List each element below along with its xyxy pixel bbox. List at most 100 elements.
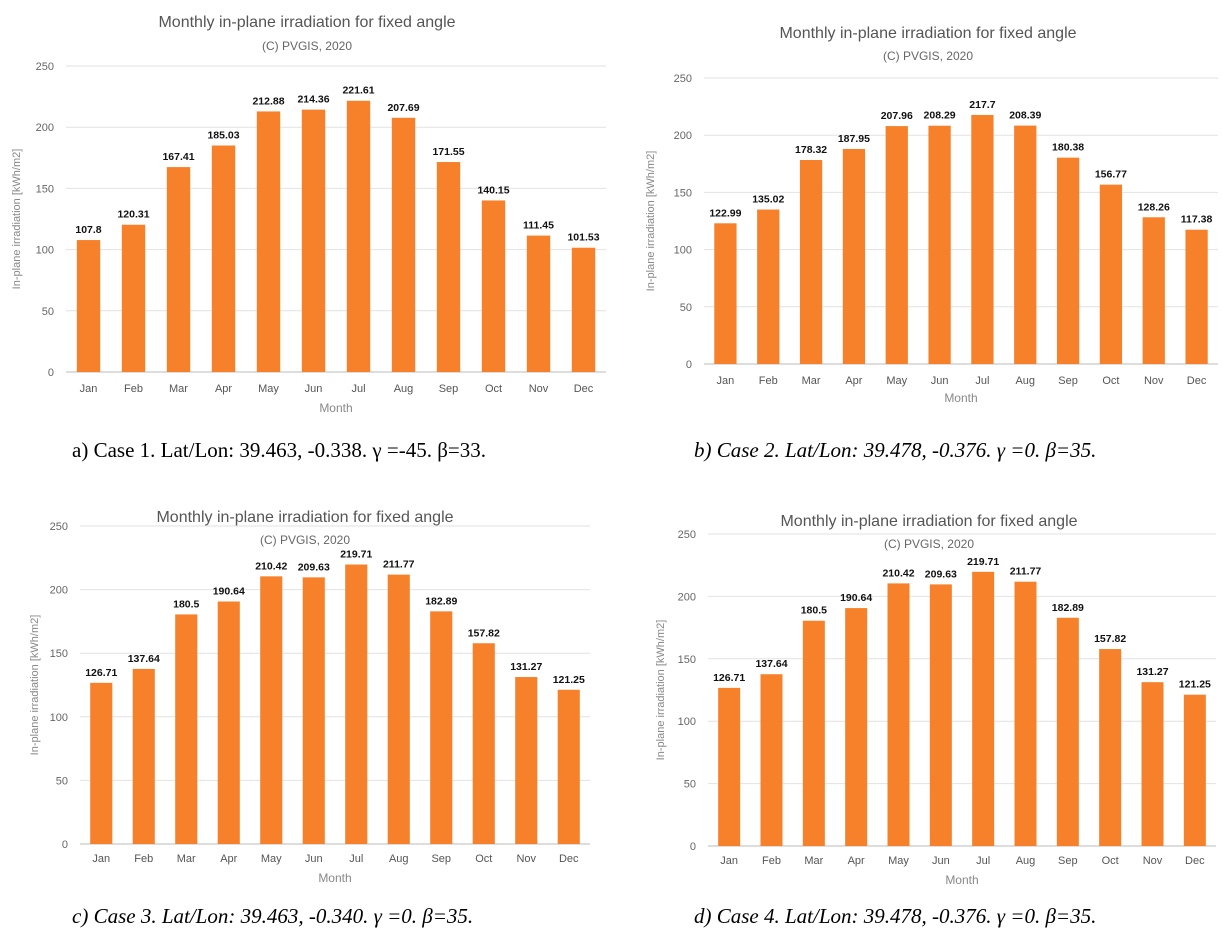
x-tick-label: May xyxy=(258,383,279,395)
x-tick-label: Jul xyxy=(975,375,989,387)
x-tick-label: Aug xyxy=(1015,375,1035,387)
y-tick-label: 200 xyxy=(36,122,54,134)
x-tick-label: Jul xyxy=(351,383,365,395)
x-tick-label: Aug xyxy=(389,853,409,865)
x-tick-label: Nov xyxy=(1143,855,1163,867)
caption-case-1: a) Case 1. Lat/Lon: 39.463, -0.338. γ =-… xyxy=(72,438,487,462)
y-tick-label: 0 xyxy=(686,359,692,371)
data-label: 212.88 xyxy=(252,95,284,107)
data-label: 211.77 xyxy=(383,559,415,571)
data-label: 137.64 xyxy=(755,658,787,670)
data-label: 185.03 xyxy=(207,130,239,142)
y-tick-label: 100 xyxy=(678,716,696,728)
bar-chart-case-4: Monthly in-plane irradiation for fixed a… xyxy=(655,513,1216,887)
data-label: 167.41 xyxy=(162,151,194,163)
x-tick-label: Aug xyxy=(394,383,414,395)
data-label: 182.89 xyxy=(1052,602,1084,614)
x-tick-label: Feb xyxy=(134,853,153,865)
bar-aug xyxy=(1014,581,1037,846)
y-axis-label: In-plane irradiation [kWh/m2] xyxy=(645,151,657,292)
bar-nov xyxy=(526,235,551,372)
y-tick-label: 250 xyxy=(36,61,54,73)
x-tick-label: Nov xyxy=(1144,375,1164,387)
data-label: 131.27 xyxy=(1136,666,1168,678)
y-tick-label: 250 xyxy=(50,521,68,533)
bar-mar xyxy=(166,167,191,372)
x-tick-label: Dec xyxy=(1185,855,1205,867)
x-tick-label: Mar xyxy=(804,855,823,867)
x-tick-label: May xyxy=(261,853,282,865)
y-tick-label: 0 xyxy=(690,841,696,853)
bar-apr xyxy=(217,601,240,844)
x-tick-label: Mar xyxy=(802,375,821,387)
bar-dec xyxy=(571,247,596,372)
y-tick-label: 50 xyxy=(56,775,68,787)
chart-title: Monthly in-plane irradiation for fixed a… xyxy=(156,509,453,526)
y-axis-label: In-plane irradiation [kWh/m2] xyxy=(655,620,667,761)
x-tick-label: Dec xyxy=(1187,375,1207,387)
bar-feb xyxy=(132,668,155,844)
data-label: 180.5 xyxy=(801,605,827,617)
y-tick-label: 150 xyxy=(36,183,54,195)
data-label: 219.71 xyxy=(340,549,372,561)
bar-may xyxy=(887,583,910,846)
bar-jul xyxy=(971,114,994,364)
y-tick-label: 200 xyxy=(678,591,696,603)
x-axis-label: Month xyxy=(318,871,351,885)
bar-feb xyxy=(121,224,146,372)
x-tick-label: Apr xyxy=(845,375,862,387)
data-label: 208.29 xyxy=(924,110,956,122)
bar-dec xyxy=(1185,229,1208,364)
chart-subtitle: (C) PVGIS, 2020 xyxy=(884,537,974,551)
caption-case-2: b) Case 2. Lat/Lon: 39.478, -0.376. γ =0… xyxy=(694,438,1097,462)
x-tick-label: Jan xyxy=(720,855,738,867)
data-label: 190.64 xyxy=(840,592,872,604)
x-axis-label: Month xyxy=(319,401,352,415)
bar-may xyxy=(885,126,908,365)
y-tick-label: 100 xyxy=(36,245,54,257)
caption-case-3: c) Case 3. Lat/Lon: 39.463, -0.340. γ =0… xyxy=(72,904,474,928)
data-label: 217.7 xyxy=(969,99,995,111)
data-label: 208.39 xyxy=(1009,110,1041,122)
y-tick-label: 150 xyxy=(678,654,696,666)
y-tick-label: 200 xyxy=(674,130,692,142)
y-tick-label: 250 xyxy=(678,529,696,541)
x-tick-label: Sep xyxy=(431,853,451,865)
data-label: 121.25 xyxy=(1179,679,1211,691)
x-tick-label: Sep xyxy=(439,383,459,395)
bar-apr xyxy=(842,148,866,364)
bar-oct xyxy=(481,200,506,372)
data-label: 178.32 xyxy=(795,144,827,156)
y-axis-label: In-plane irradiation [kWh/m2] xyxy=(29,615,41,756)
y-tick-label: 100 xyxy=(50,712,68,724)
data-label: 157.82 xyxy=(468,627,500,639)
x-tick-label: May xyxy=(888,855,909,867)
data-label: 135.02 xyxy=(752,194,784,206)
y-axis-label: In-plane irradiation [kWh/m2] xyxy=(11,149,23,290)
x-tick-label: May xyxy=(886,375,907,387)
x-tick-label: Oct xyxy=(475,853,492,865)
data-label: 210.42 xyxy=(882,567,914,579)
x-tick-label: Sep xyxy=(1058,375,1078,387)
chart-subtitle: (C) PVGIS, 2020 xyxy=(883,49,973,63)
data-label: 122.99 xyxy=(709,207,741,219)
x-tick-label: Dec xyxy=(559,853,579,865)
x-tick-label: Jan xyxy=(80,383,98,395)
data-label: 180.38 xyxy=(1052,142,1084,154)
data-label: 182.89 xyxy=(425,595,457,607)
bar-aug xyxy=(391,117,416,372)
data-label: 157.82 xyxy=(1094,633,1126,645)
chart-subtitle: (C) PVGIS, 2020 xyxy=(260,533,350,547)
bar-sep xyxy=(1056,617,1079,846)
x-tick-label: Feb xyxy=(124,383,143,395)
bar-chart-case-1: Monthly in-plane irradiation for fixed a… xyxy=(11,14,606,415)
data-label: 126.71 xyxy=(713,672,745,684)
y-tick-label: 0 xyxy=(48,367,54,379)
bar-aug xyxy=(1014,125,1037,364)
data-label: 120.31 xyxy=(117,209,149,221)
data-label: 121.25 xyxy=(553,674,585,686)
x-tick-label: Apr xyxy=(848,855,865,867)
bar-nov xyxy=(1142,217,1165,364)
bar-dec xyxy=(1183,694,1206,846)
bar-jan xyxy=(714,223,737,364)
